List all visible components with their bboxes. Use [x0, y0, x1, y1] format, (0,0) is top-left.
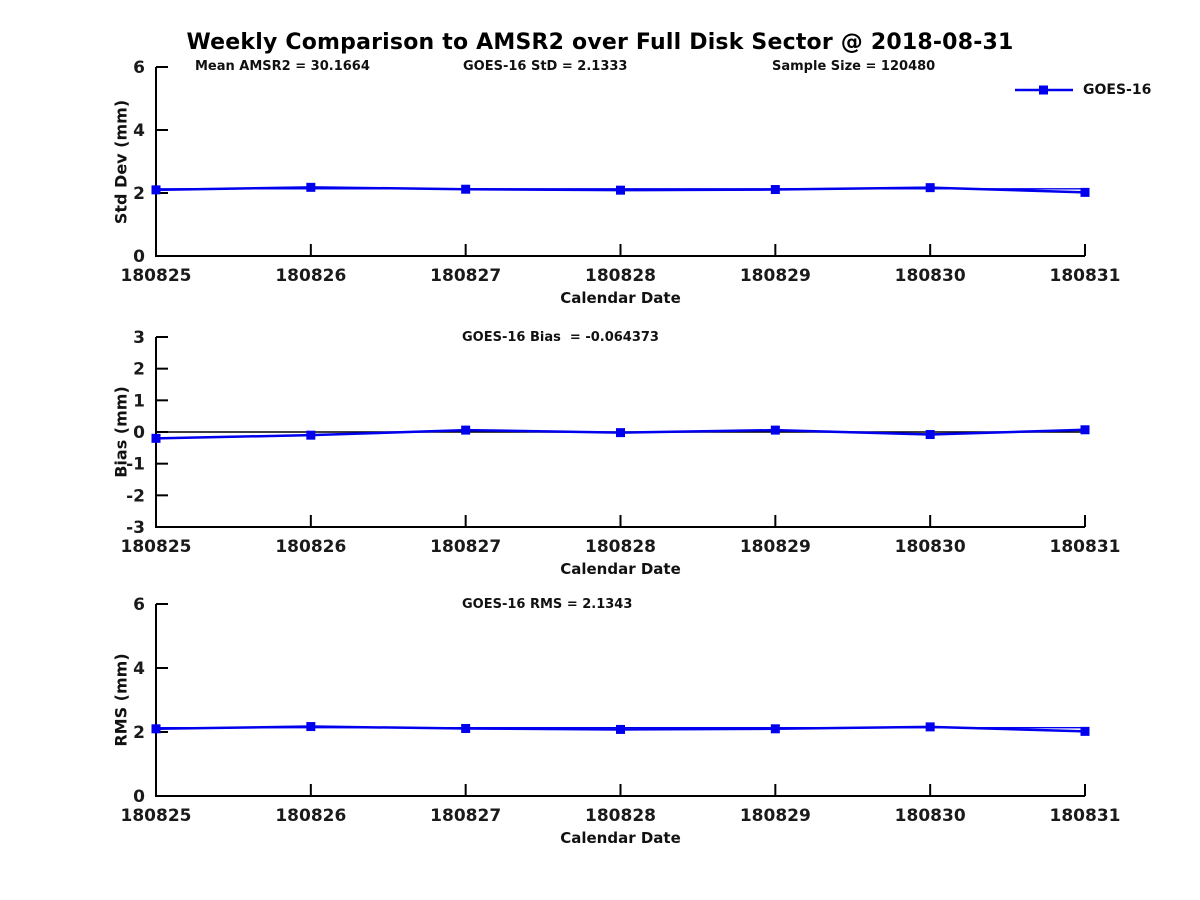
data-marker — [151, 433, 161, 443]
x-tick-label: 180829 — [740, 266, 811, 286]
x-tick-label: 180828 — [585, 266, 656, 286]
y-tick-label: 0 — [133, 247, 145, 267]
y-tick-label: 6 — [133, 58, 145, 78]
x-tick-label: 180827 — [430, 537, 501, 557]
x-tick-label: 180826 — [275, 806, 346, 826]
x-tick-label: 180828 — [585, 537, 656, 557]
legend: GOES-16 — [1014, 82, 1151, 98]
y-tick-label: 2 — [133, 184, 145, 204]
legend-label: GOES-16 — [1083, 82, 1152, 98]
y-tick-label: 3 — [133, 328, 145, 348]
data-marker — [770, 724, 780, 734]
x-tick-label: 180825 — [121, 806, 192, 826]
y-tick-label: 0 — [133, 423, 145, 443]
data-marker — [925, 430, 935, 440]
x-tick-label: 180829 — [740, 537, 811, 557]
y-axis-label-std-dev: Std Dev (mm) — [111, 99, 131, 225]
legend-line-sample-icon — [1015, 85, 1073, 95]
annotation-goes16-rms: GOES-16 RMS = 2.1343 — [462, 597, 633, 612]
y-tick-label: 4 — [133, 659, 145, 679]
data-marker — [306, 430, 316, 440]
y-tick-label: 6 — [133, 595, 145, 615]
y-tick-label: -3 — [126, 518, 145, 538]
data-marker — [925, 183, 935, 193]
x-tick-label: 180829 — [740, 806, 811, 826]
x-tick-label: 180827 — [430, 806, 501, 826]
data-marker — [306, 722, 316, 732]
data-marker — [1080, 726, 1090, 736]
data-marker — [461, 184, 471, 194]
data-marker — [770, 425, 780, 435]
data-marker — [1080, 425, 1090, 435]
annotation-goes16-bias: GOES-16 Bias = -0.064373 — [462, 330, 659, 345]
data-marker — [151, 724, 161, 734]
data-marker — [461, 425, 471, 435]
data-marker — [770, 185, 780, 195]
y-tick-label: 2 — [133, 360, 145, 380]
x-tick-label: 180830 — [895, 266, 966, 286]
annotation-mean-amsr2: Mean AMSR2 = 30.1664 — [195, 59, 370, 74]
y-tick-label: 1 — [133, 391, 145, 411]
x-tick-label: 180830 — [895, 806, 966, 826]
data-marker — [616, 185, 625, 195]
annotation-sample-size: Sample Size = 120480 — [772, 59, 936, 74]
x-tick-label: 180826 — [275, 266, 346, 286]
y-tick-label: 2 — [133, 723, 145, 743]
data-marker — [616, 428, 625, 438]
y-axis-label-rms: RMS (mm) — [111, 653, 131, 747]
x-tick-label: 180828 — [585, 806, 656, 826]
annotation-goes16-std: GOES-16 StD = 2.1333 — [463, 59, 628, 74]
x-tick-label: 180830 — [895, 537, 966, 557]
data-marker — [1080, 187, 1090, 197]
data-marker — [306, 182, 316, 192]
x-tick-label: 180825 — [121, 537, 192, 557]
x-tick-label: 180825 — [121, 266, 192, 286]
x-tick-label: 180831 — [1050, 537, 1121, 557]
data-marker — [151, 185, 161, 195]
figure-title: Weekly Comparison to AMSR2 over Full Dis… — [186, 30, 1014, 55]
y-tick-label: 4 — [133, 121, 145, 141]
x-tick-label: 180831 — [1050, 266, 1121, 286]
data-marker — [461, 723, 471, 733]
data-marker — [616, 724, 625, 734]
y-tick-label: -2 — [126, 486, 145, 506]
y-axis-label-bias: Bias (mm) — [111, 386, 131, 478]
x-tick-label: 180826 — [275, 537, 346, 557]
x-tick-label: 180827 — [430, 266, 501, 286]
y-tick-label: 0 — [133, 787, 145, 807]
x-axis-label-subplot1: Calendar Date — [560, 289, 681, 307]
data-marker — [925, 722, 935, 732]
x-axis-label-subplot3: Calendar Date — [560, 829, 681, 847]
x-tick-label: 180831 — [1050, 806, 1121, 826]
x-axis-label-subplot2: Calendar Date — [560, 560, 681, 578]
y-tick-label: -1 — [126, 455, 145, 475]
